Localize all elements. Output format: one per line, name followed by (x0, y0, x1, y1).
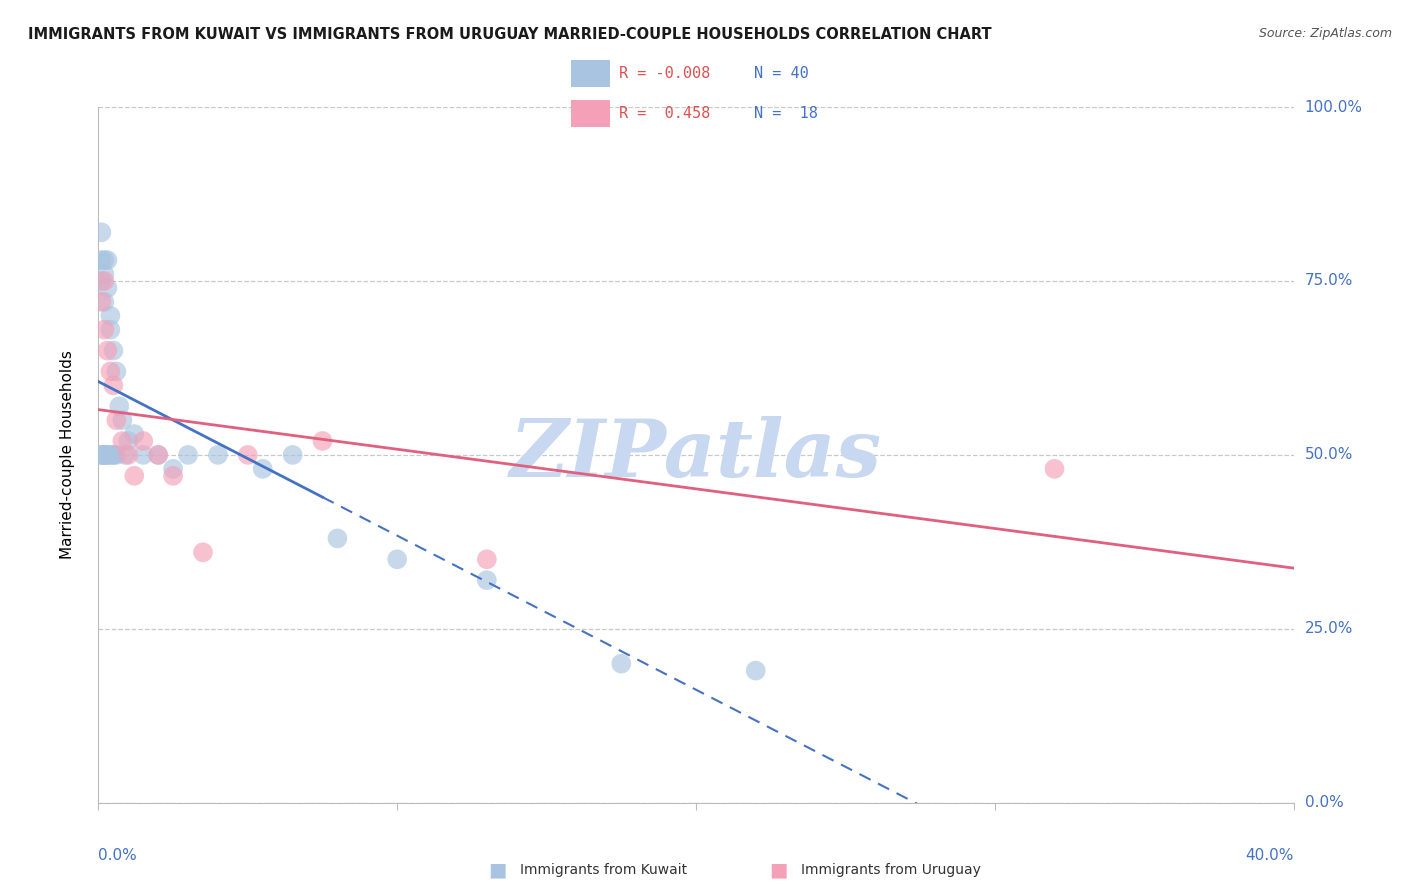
Point (90, 294, 112, 309)
Point (96, 448, 118, 462)
Y-axis label: Married-couple Households: Married-couple Households (60, 351, 75, 559)
Point (105, 448, 128, 462)
Point (90, 274, 112, 288)
Point (148, 448, 170, 462)
Point (475, 573, 498, 587)
Text: Source: ZipAtlas.com: Source: ZipAtlas.com (1258, 27, 1392, 40)
Point (96, 343, 118, 358)
Point (148, 448, 170, 462)
Text: IMMIGRANTS FROM KUWAIT VS IMMIGRANTS FROM URUGUAY MARRIED-COUPLE HOUSEHOLDS CORR: IMMIGRANTS FROM KUWAIT VS IMMIGRANTS FRO… (28, 27, 991, 42)
Point (207, 448, 229, 462)
Point (103, 448, 125, 462)
Point (108, 399, 131, 413)
Point (98, 323, 122, 337)
Point (93, 323, 115, 337)
Point (90, 225, 112, 239)
Text: N =  18: N = 18 (754, 106, 817, 121)
Point (96, 281, 118, 295)
Point (117, 448, 139, 462)
Text: Immigrants from Kuwait: Immigrants from Kuwait (520, 863, 688, 877)
Point (385, 552, 409, 566)
Point (475, 552, 498, 566)
Point (98, 309, 122, 323)
Point (132, 448, 155, 462)
Point (124, 427, 146, 442)
Point (281, 448, 304, 462)
Point (111, 413, 134, 427)
Point (162, 468, 184, 483)
Point (745, 664, 768, 678)
Point (93, 253, 115, 268)
Point (117, 434, 139, 448)
Point (98, 364, 122, 378)
Point (105, 364, 128, 378)
Point (114, 448, 136, 462)
Text: N = 40: N = 40 (754, 66, 808, 81)
Point (93, 448, 115, 462)
Point (93, 448, 115, 462)
Text: R =  0.458: R = 0.458 (619, 106, 710, 121)
Point (132, 434, 155, 448)
Point (98, 448, 122, 462)
Text: R = -0.008: R = -0.008 (619, 66, 710, 81)
Point (90, 253, 112, 268)
Point (93, 448, 115, 462)
Point (96, 448, 118, 462)
Point (610, 657, 633, 671)
Text: ■: ■ (769, 860, 787, 880)
Text: 50.0%: 50.0% (1305, 448, 1353, 462)
Text: Immigrants from Uruguay: Immigrants from Uruguay (801, 863, 981, 877)
Point (311, 434, 333, 448)
Point (93, 294, 115, 309)
Point (103, 378, 125, 392)
Point (162, 462, 184, 476)
Point (236, 448, 259, 462)
Point (105, 413, 128, 427)
Point (103, 343, 125, 358)
Point (1043, 462, 1066, 476)
Point (326, 532, 349, 546)
Point (103, 448, 125, 462)
Point (191, 545, 214, 559)
Text: 75.0%: 75.0% (1305, 274, 1353, 288)
Text: 0.0%: 0.0% (1305, 796, 1343, 810)
Bar (571, 100, 610, 127)
Text: 0.0%: 0.0% (98, 848, 138, 863)
Text: 100.0%: 100.0% (1305, 100, 1362, 114)
Point (111, 434, 134, 448)
Text: ■: ■ (488, 860, 506, 880)
Point (96, 253, 118, 268)
Point (124, 468, 146, 483)
Point (93, 274, 115, 288)
Point (90, 448, 112, 462)
Point (90, 448, 112, 462)
Text: ZIPatlas: ZIPatlas (510, 417, 882, 493)
Text: 40.0%: 40.0% (1246, 848, 1294, 863)
Point (93, 267, 115, 281)
Text: 25.0%: 25.0% (1305, 622, 1353, 636)
Point (177, 448, 200, 462)
Bar (571, 60, 610, 87)
Point (252, 462, 274, 476)
